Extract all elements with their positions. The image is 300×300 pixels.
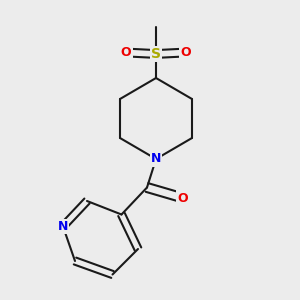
Text: O: O xyxy=(178,191,188,205)
Text: S: S xyxy=(151,47,161,61)
Text: O: O xyxy=(181,46,191,59)
Text: N: N xyxy=(58,220,68,233)
Text: O: O xyxy=(121,46,131,59)
Text: N: N xyxy=(151,152,161,166)
